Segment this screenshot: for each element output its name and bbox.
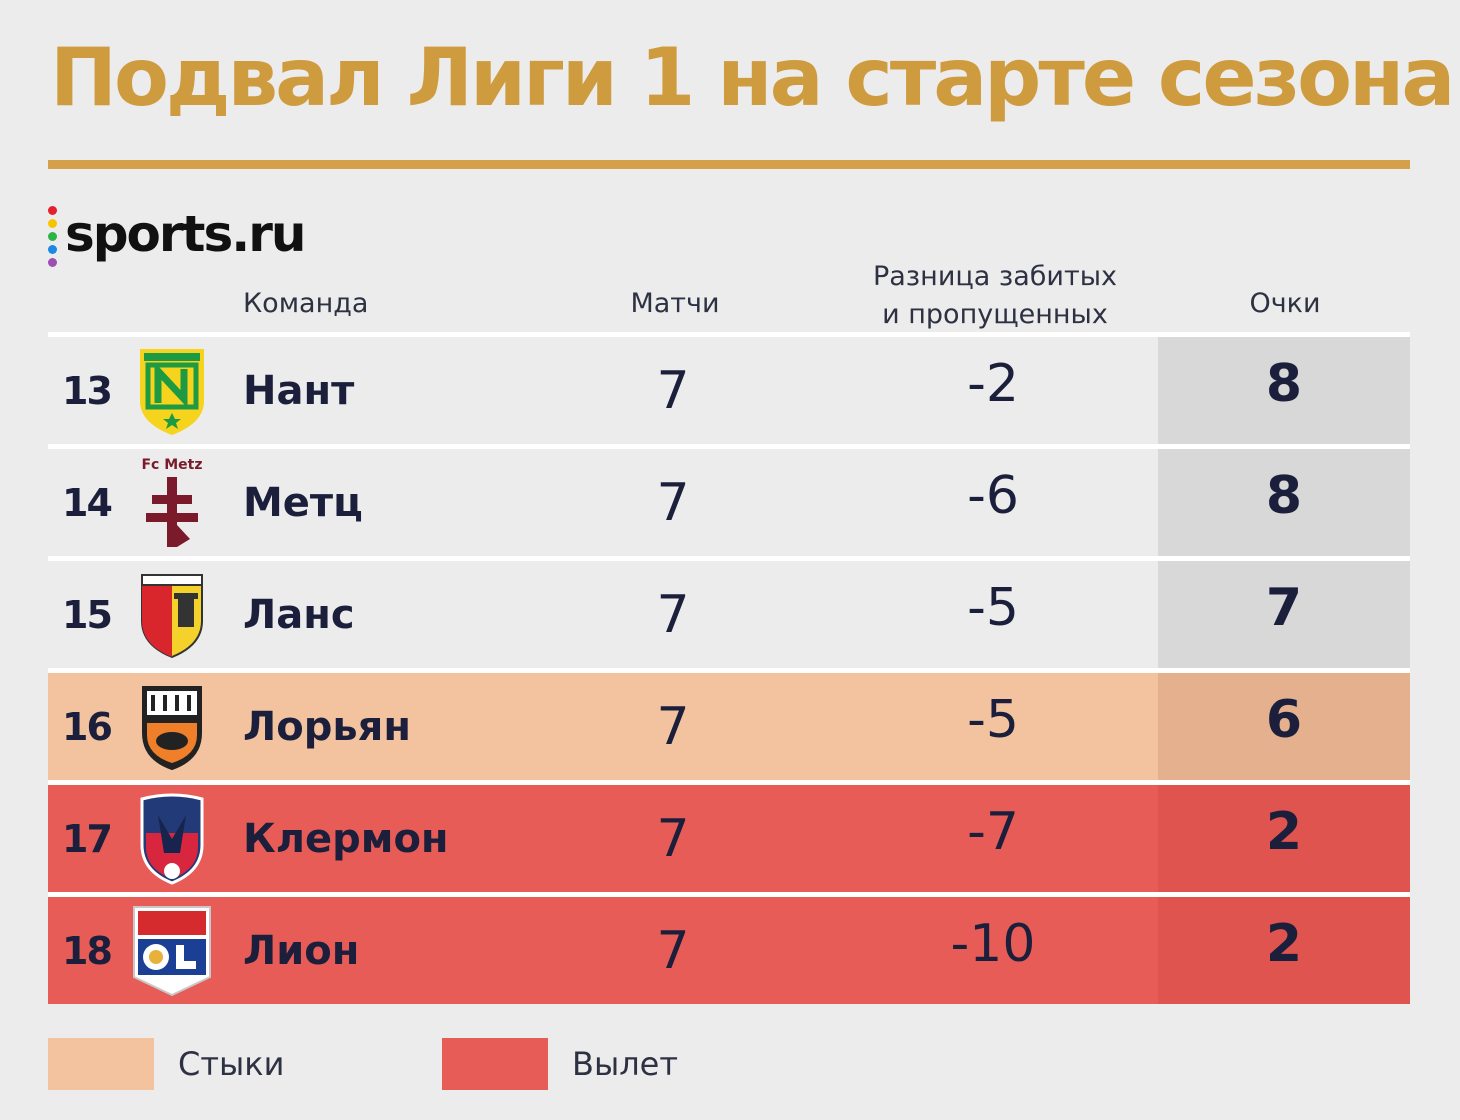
lorient-crest-icon (132, 679, 212, 775)
goal-difference-value: -10 (950, 913, 1036, 974)
legend-playoff: Стыки (48, 1038, 284, 1090)
legend-relegation-label: Вылет (572, 1045, 678, 1083)
legend-relegation: Вылет (442, 1038, 678, 1090)
points-cell: 2 (1158, 897, 1410, 1004)
matches-value: 7 (656, 472, 690, 533)
points-value: 2 (1265, 913, 1303, 974)
clermont-crest-icon (132, 791, 212, 887)
logo-dot (48, 218, 57, 228)
team-name: Ланс (243, 591, 355, 638)
column-header-matches: Матчи (630, 288, 720, 319)
nantes-crest-icon (132, 343, 212, 439)
team-name: Лорьян (243, 703, 411, 750)
goal-difference-value: -2 (967, 353, 1019, 414)
logo-dot (48, 257, 57, 267)
table-row: 2 18 Лион 7 -10 (48, 892, 1410, 1004)
logo-dots (48, 205, 57, 267)
points-cell: 7 (1158, 561, 1410, 668)
points-value: 8 (1265, 465, 1303, 526)
table-row: 8 13 Нант 7 -2 (48, 332, 1410, 444)
points-value: 8 (1265, 353, 1303, 414)
team-name: Нант (243, 367, 355, 414)
logo-text: sports.ru (65, 205, 306, 263)
column-header-team: Команда (243, 288, 369, 319)
team-name: Клермон (243, 815, 449, 862)
points-cell: 2 (1158, 785, 1410, 892)
position-value: 16 (62, 704, 113, 749)
legend-playoff-label: Стыки (178, 1045, 285, 1083)
legend-playoff-swatch (48, 1038, 154, 1090)
table-row: 8 14 Fc Metz Метц 7 -6 (48, 444, 1410, 556)
column-header-goal-difference-line2: и пропущенных (882, 299, 1108, 330)
goal-difference-value: -5 (967, 689, 1019, 750)
points-value: 6 (1265, 689, 1303, 750)
goal-difference-value: -5 (967, 577, 1019, 638)
standings-table: 8 13 Нант 7 -2 8 14 Fc Metz (48, 332, 1410, 1004)
column-header-points: Очки (1249, 288, 1321, 319)
matches-value: 7 (656, 920, 690, 981)
points-cell: 8 (1158, 337, 1410, 444)
position-value: 18 (62, 928, 113, 973)
metz-crest-icon: Fc Metz (132, 455, 212, 551)
lyon-crest-icon (132, 903, 212, 999)
goal-difference-value: -6 (967, 465, 1019, 526)
team-name: Метц (243, 479, 363, 526)
position-value: 13 (62, 368, 113, 413)
logo-dot (48, 205, 57, 215)
page-title: Подвал Лиги 1 на старте сезона (50, 31, 1455, 124)
points-value: 7 (1265, 577, 1303, 638)
points-value: 2 (1265, 801, 1303, 862)
lens-crest-icon (132, 567, 212, 663)
matches-value: 7 (656, 360, 690, 421)
column-header-goal-difference-line1: Разница забитых (872, 261, 1117, 292)
team-name: Лион (243, 927, 360, 974)
table-row: 6 16 Лорьян 7 -5 (48, 668, 1410, 780)
title-divider (48, 160, 1410, 169)
column-header-goal-difference: Разница забитых и пропущенных (850, 258, 1140, 334)
sports-ru-logo: sports.ru (48, 198, 306, 270)
logo-dot (48, 244, 57, 254)
position-value: 15 (62, 592, 113, 637)
table-row: 7 15 Ланс 7 -5 (48, 556, 1410, 668)
matches-value: 7 (656, 696, 690, 757)
position-value: 14 (62, 480, 113, 525)
table-row: 2 17 Клермон 7 -7 (48, 780, 1410, 892)
goal-difference-value: -7 (967, 801, 1019, 862)
matches-value: 7 (656, 808, 690, 869)
logo-dot (48, 231, 57, 241)
matches-value: 7 (656, 584, 690, 645)
legend-relegation-swatch (442, 1038, 548, 1090)
metz-crest-text: Fc Metz (141, 457, 202, 473)
points-cell: 6 (1158, 673, 1410, 780)
points-cell: 8 (1158, 449, 1410, 556)
position-value: 17 (62, 816, 113, 861)
